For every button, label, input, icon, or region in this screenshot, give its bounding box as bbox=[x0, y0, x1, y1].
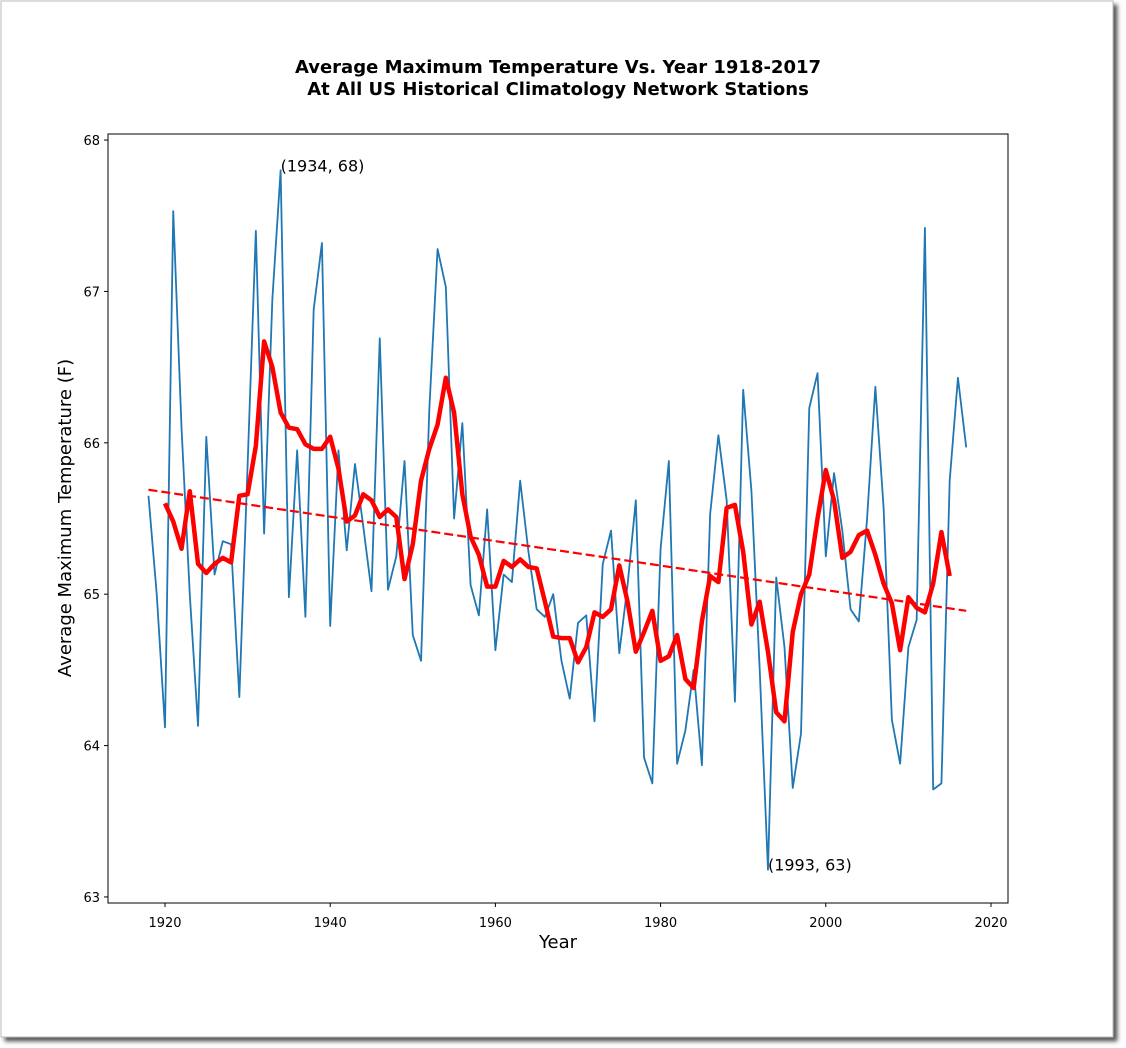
x-tick-label: 1920 bbox=[148, 916, 181, 931]
x-tick-label: 1960 bbox=[479, 916, 512, 931]
plot-frame bbox=[107, 133, 1009, 904]
x-tick-label: 2020 bbox=[974, 916, 1007, 931]
y-tick-label: 67 bbox=[83, 285, 100, 300]
series-line bbox=[148, 488, 967, 612]
y-tick-label: 66 bbox=[83, 437, 100, 452]
chart-title: Average Maximum Temperature Vs. Year 191… bbox=[295, 57, 821, 78]
x-axis-label: Year bbox=[538, 932, 578, 953]
series-line bbox=[162, 339, 952, 724]
annotation: (1934, 68) bbox=[281, 156, 365, 175]
y-tick-label: 65 bbox=[83, 588, 100, 603]
chart-subtitle: At All US Historical Climatology Network… bbox=[307, 79, 809, 100]
x-tick-label: 1980 bbox=[644, 916, 677, 931]
y-tick-label: 64 bbox=[83, 740, 100, 755]
series-line bbox=[147, 169, 968, 871]
y-tick-label: 68 bbox=[83, 134, 100, 149]
y-axis-label: Average Maximum Temperature (F) bbox=[55, 359, 76, 677]
x-tick-label: 1940 bbox=[314, 916, 347, 931]
y-tick-label: 63 bbox=[83, 891, 100, 906]
annotation: (1993, 63) bbox=[768, 856, 852, 875]
x-tick-label: 2000 bbox=[809, 916, 842, 931]
